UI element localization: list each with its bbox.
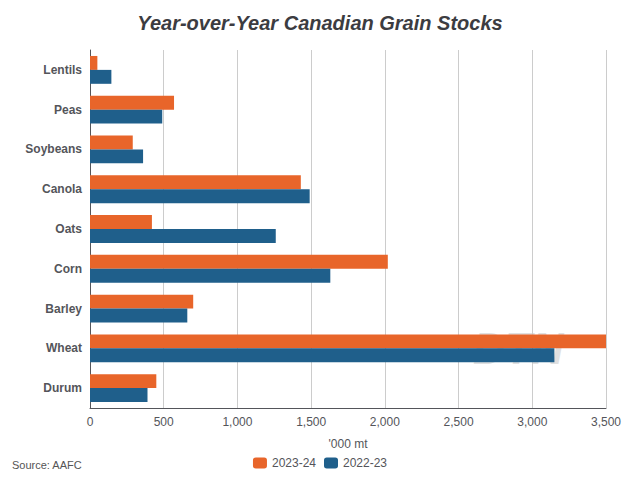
svg-text:DTN: DTN [473,323,564,373]
svg-text:Year-over-Year Canadian Grain: Year-over-Year Canadian Grain Stocks [137,12,502,34]
svg-text:Soybeans: Soybeans [25,142,82,156]
svg-text:2,000: 2,000 [370,415,400,429]
svg-text:2,500: 2,500 [444,415,474,429]
svg-text:500: 500 [154,415,174,429]
svg-text:Peas: Peas [54,103,82,117]
svg-text:1,500: 1,500 [296,415,326,429]
svg-text:Oats: Oats [55,222,82,236]
svg-text:2022-23: 2022-23 [343,456,387,470]
svg-text:Wheat: Wheat [46,341,82,355]
svg-text:3,500: 3,500 [591,415,621,429]
svg-text:Lentils: Lentils [43,63,82,77]
svg-text:0: 0 [87,415,94,429]
svg-text:Canola: Canola [42,182,82,196]
svg-text:1,000: 1,000 [222,415,252,429]
svg-text:Durum: Durum [43,381,82,395]
svg-text:'000 mt: '000 mt [329,437,369,451]
svg-text:Corn: Corn [54,262,82,276]
svg-text:2023-24: 2023-24 [272,456,316,470]
svg-text:3,000: 3,000 [517,415,547,429]
svg-text:Barley: Barley [45,302,82,316]
svg-text:Source: AAFC: Source: AAFC [12,459,82,471]
